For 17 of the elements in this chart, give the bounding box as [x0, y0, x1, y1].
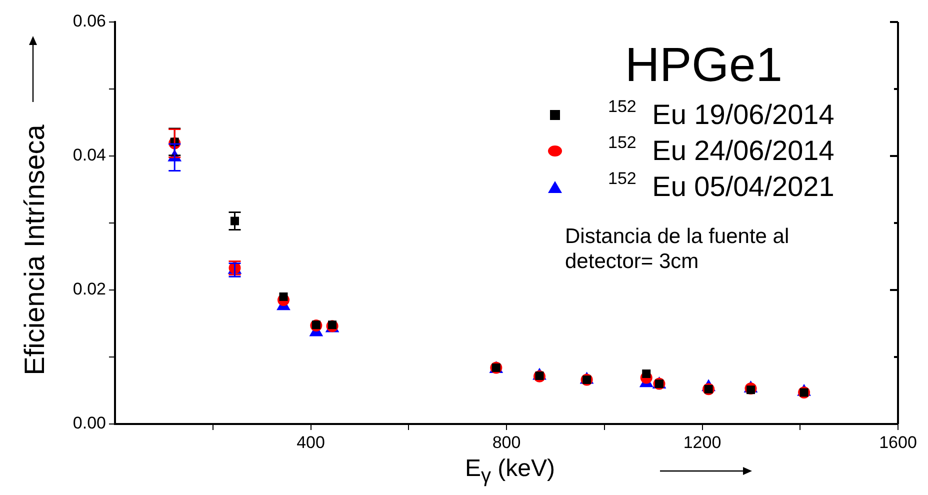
x-tick-label: 1600	[879, 432, 917, 452]
chart-title: HPGe1	[625, 39, 782, 92]
x-tick-label: 1200	[683, 432, 722, 452]
legend-label: $^{152}$ Eu 05/04/2021	[608, 169, 834, 204]
y-tick-label: 0.06	[72, 12, 106, 31]
y-tick-label: 0.02	[72, 280, 106, 299]
y-axis-title: Eficiencia Intrínseca	[19, 124, 51, 376]
x-tick-label: 800	[492, 432, 521, 452]
legend-label: $^{152}$ Eu 24/06/2014	[608, 133, 834, 168]
y-tick-label: 0.04	[72, 146, 106, 165]
annotation: Distancia de la fuente al detector= 3cm	[565, 224, 790, 274]
point	[642, 370, 651, 378]
legend-label: $^{152}$ Eu 19/06/2014	[608, 97, 834, 132]
x-tick-label: 400	[296, 432, 325, 452]
y-tick-label: 0.00	[72, 414, 106, 433]
point	[279, 292, 288, 301]
x-axis-title: E$_{γ}$ (keV)	[464, 455, 556, 488]
